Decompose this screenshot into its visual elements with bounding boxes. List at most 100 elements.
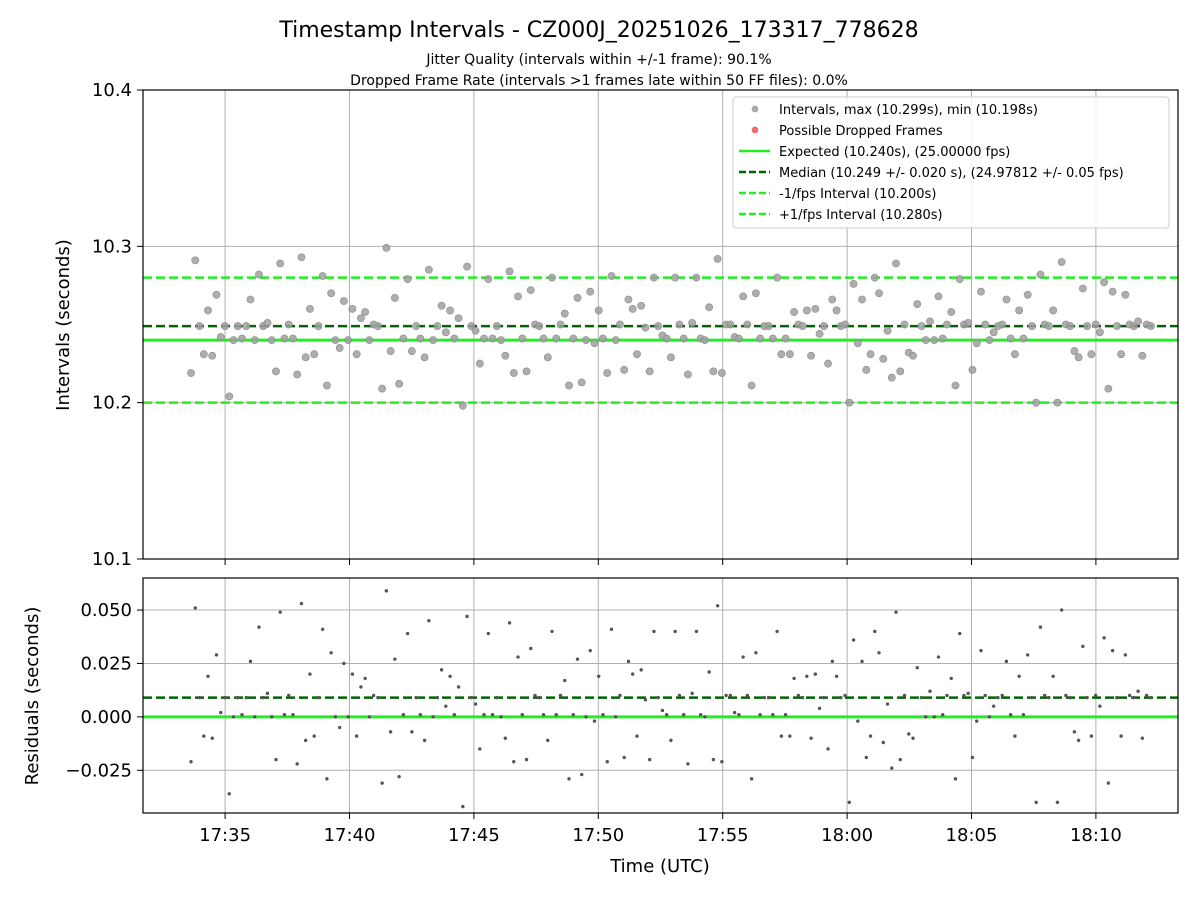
residual-point xyxy=(826,747,830,751)
interval-point xyxy=(620,365,629,374)
interval-point xyxy=(314,322,323,330)
residual-point xyxy=(486,631,491,636)
residual-point xyxy=(244,695,248,700)
residual-point xyxy=(354,734,359,738)
x-axis-label: Time (UTC) xyxy=(609,856,710,877)
residual-point xyxy=(737,713,741,717)
interval-point xyxy=(1011,350,1019,359)
interval-point xyxy=(577,378,586,387)
residual-point xyxy=(907,732,911,736)
interval-point xyxy=(641,323,650,332)
residual-point xyxy=(512,760,516,764)
interval-point xyxy=(985,336,994,345)
residual-point xyxy=(388,730,393,734)
interval-point xyxy=(272,367,280,376)
residual-point xyxy=(673,629,677,634)
interval-point xyxy=(802,306,811,315)
interval-point xyxy=(1112,322,1121,330)
x-tick-label: 17:40 xyxy=(324,825,376,846)
interval-point xyxy=(1091,320,1100,329)
interval-point xyxy=(386,347,395,355)
interval-point xyxy=(688,319,697,327)
interval-point xyxy=(1002,295,1011,304)
chart-title: Timestamp Intervals - CZ000J_20251026_17… xyxy=(278,18,918,43)
interval-point xyxy=(250,336,259,345)
residual-point xyxy=(991,704,996,708)
residuals-plot-area xyxy=(143,578,1178,813)
residual-point xyxy=(817,706,822,711)
residual-point xyxy=(860,659,864,664)
residual-point xyxy=(265,691,270,696)
interval-point xyxy=(734,334,743,343)
interval-point xyxy=(628,304,637,313)
residual-point xyxy=(745,693,750,698)
residual-point xyxy=(898,757,902,762)
residual-point xyxy=(214,653,219,657)
residual-point xyxy=(401,713,406,717)
interval-point xyxy=(475,359,484,368)
interval-point xyxy=(1100,278,1109,287)
residuals-y-tick-label: −0.025 xyxy=(65,760,132,781)
interval-point xyxy=(1083,322,1092,330)
interval-point xyxy=(828,295,837,304)
residual-point xyxy=(240,713,244,717)
residual-point xyxy=(894,610,898,614)
interval-point xyxy=(938,334,947,343)
residual-point xyxy=(720,760,724,764)
residual-point xyxy=(885,702,890,706)
residual-point xyxy=(681,713,686,717)
interval-point xyxy=(862,365,871,374)
residual-point xyxy=(384,589,389,593)
interval-point xyxy=(246,295,255,304)
residual-point xyxy=(724,693,728,698)
interval-point xyxy=(743,320,752,329)
residual-point xyxy=(1123,653,1128,657)
interval-point xyxy=(773,273,782,282)
interval-point xyxy=(348,304,357,313)
residual-point xyxy=(1098,704,1102,708)
intervals-panel: 10.1 10.2 10.3 10.4 Intervals (seconds) Int… xyxy=(53,80,1179,570)
residual-point xyxy=(771,713,775,717)
interval-point xyxy=(318,272,327,280)
residual-point xyxy=(567,777,571,781)
residual-point xyxy=(783,713,788,717)
interval-point xyxy=(335,344,344,352)
residual-point xyxy=(1038,625,1043,629)
interval-point xyxy=(1066,322,1075,330)
residual-point xyxy=(286,693,291,698)
interval-point xyxy=(849,279,858,288)
interval-point xyxy=(306,304,314,313)
interval-point xyxy=(845,398,854,407)
residual-point xyxy=(333,715,338,719)
residual-point xyxy=(490,713,495,717)
residual-point xyxy=(762,695,767,700)
residual-point xyxy=(1004,659,1009,664)
residual-point xyxy=(350,672,355,676)
interval-point xyxy=(654,322,663,330)
interval-point xyxy=(879,354,888,363)
interval-point xyxy=(399,334,408,343)
interval-point xyxy=(777,350,786,359)
residual-point xyxy=(652,629,656,634)
interval-point xyxy=(599,334,607,343)
residual-point xyxy=(231,715,236,719)
interval-point xyxy=(1057,258,1066,266)
interval-point xyxy=(420,353,429,362)
residual-point xyxy=(647,757,652,762)
residual-point xyxy=(461,804,465,809)
residual-point xyxy=(1132,695,1136,700)
residual-point xyxy=(507,621,512,625)
interval-point xyxy=(709,367,718,376)
x-tick-label: 18:10 xyxy=(1070,825,1122,846)
residual-point xyxy=(529,646,533,651)
interval-point xyxy=(590,339,599,348)
residual-point xyxy=(202,734,206,738)
residual-point xyxy=(473,702,478,706)
interval-point xyxy=(934,292,943,301)
residual-point xyxy=(656,695,660,700)
residual-point xyxy=(639,668,643,672)
interval-point xyxy=(424,265,433,274)
interval-point xyxy=(955,275,964,284)
residual-point xyxy=(371,693,376,698)
